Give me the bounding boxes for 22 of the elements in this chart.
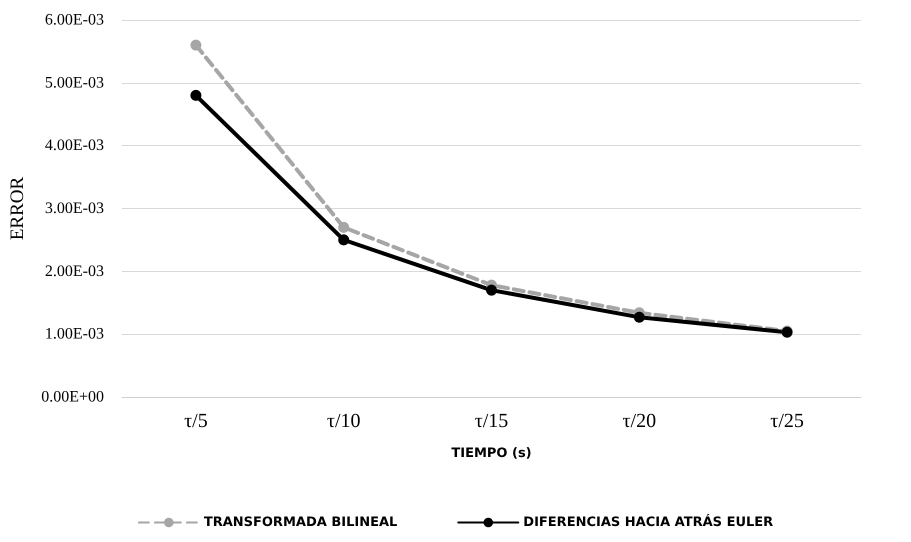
y-tick-label: 1.00E-03 <box>44 326 104 343</box>
y-tick-label: 6.00E-03 <box>44 12 104 28</box>
x-tick-label: τ/25 <box>770 410 804 432</box>
point <box>486 284 497 296</box>
y-tick-label: 4.00E-03 <box>44 137 104 154</box>
point <box>338 222 350 233</box>
legend-label: TRANSFORMADA BILINEAL <box>204 515 398 530</box>
point <box>190 40 202 51</box>
x-tick-label: τ/10 <box>326 410 360 432</box>
x-tick-label: τ/5 <box>184 410 208 432</box>
point <box>190 90 202 101</box>
y-tick-label: 2.00E-03 <box>44 262 104 280</box>
y-tick-label: 3.00E-03 <box>44 200 104 217</box>
x-tick-label: τ/15 <box>474 410 508 432</box>
point <box>634 312 645 323</box>
x-axis-title: TIEMPO (s) <box>451 446 532 461</box>
y-tick-label: 5.00E-03 <box>44 74 104 92</box>
y-tick-label: 0.00E+00 <box>41 388 104 406</box>
y-axis-title: ERROR <box>7 176 28 240</box>
point <box>338 234 350 246</box>
x-tick-label: τ/20 <box>622 410 656 432</box>
legend-label: DIFERENCIAS HACIA ATRÁS EULER <box>523 513 774 530</box>
